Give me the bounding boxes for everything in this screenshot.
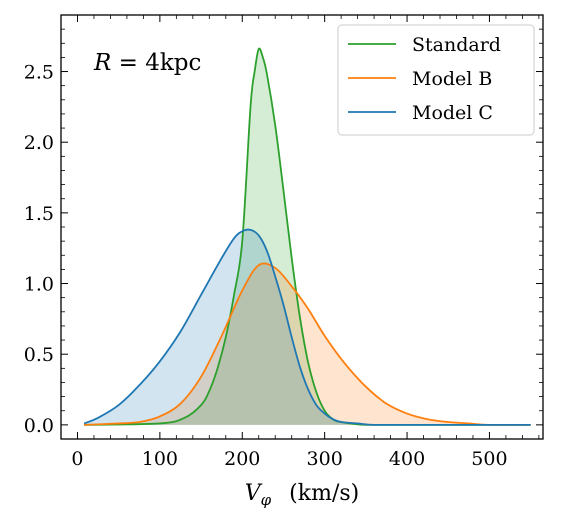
annotation-radius: R = 4kpc bbox=[93, 50, 201, 76]
x-tick-label: 100 bbox=[142, 448, 178, 470]
annotation-rest: = 4kpc bbox=[111, 50, 201, 76]
series-fills bbox=[84, 48, 531, 425]
x-tick-label: 200 bbox=[224, 448, 260, 470]
x-tick-label: 400 bbox=[389, 448, 425, 470]
annotation-italic: R bbox=[93, 50, 111, 76]
series-line-model-c bbox=[83, 228, 531, 426]
legend-label-model-b: Model B bbox=[412, 68, 492, 90]
x-tick-label: 500 bbox=[471, 448, 507, 470]
y-tick-label: 1.5 bbox=[24, 203, 54, 225]
y-tick-label: 1.0 bbox=[24, 274, 54, 296]
x-axis-label: Vφ (km/s) bbox=[245, 481, 359, 509]
x-tick-label: 0 bbox=[71, 448, 83, 470]
x-tick-label: 300 bbox=[307, 448, 343, 470]
series-fill-model-b bbox=[84, 263, 531, 425]
axis-ticks: 0 100 200 300 400 500 0.0 0.5 1.0 1.5 2.0 2.5 bbox=[24, 15, 543, 470]
legend-label-standard: Standard bbox=[412, 34, 501, 56]
y-tick-label: 0.5 bbox=[24, 344, 54, 366]
legend-label-model-c: Model C bbox=[412, 102, 493, 124]
y-tick-label: 2.0 bbox=[24, 132, 54, 154]
legend-box bbox=[337, 24, 535, 136]
series-lines bbox=[83, 47, 531, 426]
x-axis-label-sub: φ bbox=[261, 491, 272, 509]
y-tick-label: 2.5 bbox=[24, 62, 54, 84]
legend: Standard Model B Model C bbox=[337, 24, 535, 136]
x-axis-label-main: V bbox=[245, 481, 263, 506]
y-tick-label: 0.0 bbox=[24, 415, 54, 437]
series-fill-model-c bbox=[84, 229, 531, 425]
x-axis-label-unit: (km/s) bbox=[289, 481, 359, 506]
series-line-model-b bbox=[84, 262, 531, 426]
